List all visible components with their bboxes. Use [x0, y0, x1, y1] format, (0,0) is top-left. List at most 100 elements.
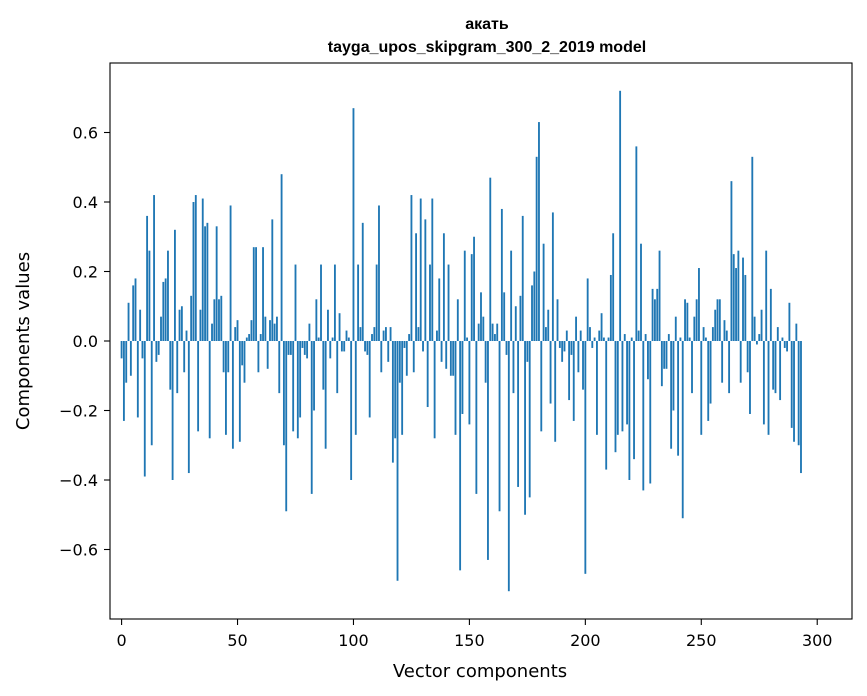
bar: [292, 341, 295, 432]
bar: [229, 205, 232, 341]
y-tick-label: −0.6: [59, 541, 98, 560]
bar: [282, 341, 285, 446]
bar: [354, 341, 357, 435]
bar: [167, 250, 169, 341]
bar: [693, 316, 696, 341]
bar: [707, 341, 710, 421]
bar: [711, 327, 714, 341]
bar: [732, 254, 735, 342]
bar: [280, 174, 283, 341]
bar: [660, 341, 663, 387]
bar: [266, 341, 269, 369]
bar: [572, 341, 575, 421]
bar: [505, 341, 508, 355]
bar: [248, 334, 251, 341]
bar: [250, 320, 253, 341]
bar: [561, 341, 564, 362]
bar: [658, 250, 661, 341]
bar: [723, 320, 726, 341]
bar: [730, 181, 733, 341]
bar: [644, 334, 647, 341]
bar: [426, 341, 429, 408]
bar: [405, 341, 408, 376]
bar: [582, 341, 584, 390]
bar: [241, 341, 244, 366]
bar: [607, 337, 610, 341]
y-tick-label: 0.0: [73, 332, 98, 351]
bar: [336, 341, 339, 394]
bar: [716, 299, 719, 341]
bar: [429, 264, 431, 341]
bar: [340, 341, 343, 352]
bar-series: [120, 90, 802, 592]
bar: [278, 341, 281, 394]
bar: [623, 334, 626, 341]
bar: [320, 264, 322, 341]
bar: [533, 271, 536, 341]
bar: [493, 334, 496, 341]
bar: [484, 341, 487, 383]
y-tick-label: 0.4: [73, 193, 98, 212]
bar: [767, 341, 770, 435]
bar: [442, 233, 445, 341]
bar: [301, 341, 304, 348]
bar: [204, 226, 206, 341]
bar: [213, 299, 216, 341]
bar: [797, 341, 800, 446]
bar: [783, 341, 786, 348]
bar: [649, 341, 652, 484]
bar: [496, 323, 499, 342]
bar: [201, 198, 204, 341]
bar: [721, 341, 724, 383]
bar: [403, 341, 406, 348]
bar: [647, 341, 649, 380]
bar: [477, 323, 480, 342]
bar: [584, 341, 587, 574]
bar: [385, 327, 387, 341]
bar: [294, 264, 297, 341]
bar: [714, 309, 717, 341]
bar: [688, 337, 691, 341]
bar: [749, 341, 751, 414]
bar: [549, 341, 552, 404]
bar: [577, 341, 580, 373]
bar: [215, 226, 218, 341]
bar: [609, 274, 612, 341]
bar: [171, 341, 174, 480]
bar: [331, 337, 334, 341]
bar: [389, 327, 392, 341]
bar: [698, 268, 700, 341]
bar: [150, 341, 153, 446]
bar: [231, 341, 234, 449]
bar: [417, 327, 420, 341]
bar: [795, 323, 798, 342]
bar: [556, 299, 559, 341]
bar: [535, 156, 538, 341]
bar: [526, 341, 529, 362]
bar: [433, 341, 436, 439]
bar: [737, 250, 740, 341]
bar: [753, 316, 756, 341]
bar: [357, 264, 360, 341]
bar: [568, 341, 571, 401]
bar: [786, 341, 788, 352]
bar: [187, 341, 190, 474]
bar: [503, 292, 506, 341]
bar: [695, 299, 698, 341]
bar: [269, 320, 271, 341]
bar: [220, 295, 223, 341]
bar: [760, 309, 763, 341]
bar: [352, 108, 355, 341]
bar: [120, 341, 123, 359]
bar: [565, 330, 568, 341]
bar: [470, 254, 473, 342]
bar: [616, 341, 619, 435]
bar: [252, 247, 255, 341]
bar: [744, 274, 747, 341]
bar: [589, 327, 591, 341]
bar: [366, 341, 369, 355]
bar: [387, 341, 390, 362]
bar: [134, 278, 137, 341]
bar: [317, 337, 320, 341]
bar: [255, 247, 257, 341]
